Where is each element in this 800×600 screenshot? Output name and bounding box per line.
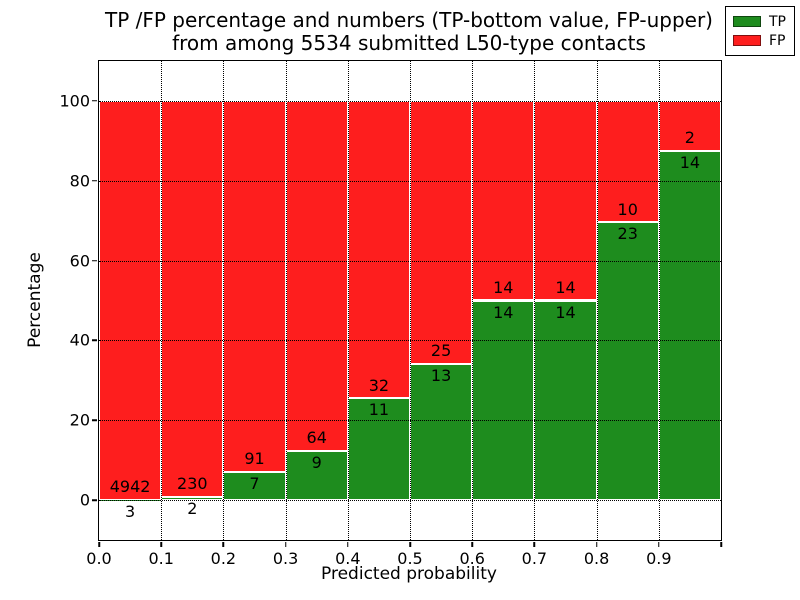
- x-tick-label: 0.9: [646, 549, 672, 568]
- y-tick-label: 0: [79, 490, 90, 510]
- gridline-vertical: [285, 61, 287, 540]
- fp-count-label: 14: [555, 278, 576, 298]
- x-axis-tick: [160, 542, 162, 547]
- bar-tp-segment: [596, 221, 659, 501]
- fp-count-label: 10: [617, 199, 638, 219]
- bar-fp-segment: [658, 100, 721, 151]
- y-axis-tick: [92, 339, 97, 342]
- y-tick-label: 40: [69, 330, 90, 350]
- y-tick-label: 60: [69, 251, 90, 271]
- y-axis-tick: [92, 100, 97, 102]
- bar-fp-segment: [347, 100, 410, 398]
- gridline-vertical: [534, 61, 536, 540]
- bar-fp-segment: [410, 100, 473, 364]
- fp-count-label: 2: [684, 128, 695, 148]
- legend-entry-fp: FP: [733, 31, 786, 50]
- y-axis-tick: [92, 259, 97, 262]
- fp-count-label: 230: [177, 474, 208, 494]
- tp-count-label: 14: [679, 152, 701, 172]
- bar-tp-segment: [347, 397, 410, 501]
- gridline-vertical: [596, 61, 598, 540]
- fp-count-label: 25: [430, 341, 452, 361]
- tp-count-label: 23: [617, 223, 638, 243]
- y-axis-tick: [92, 499, 97, 501]
- bar-fp-segment: [285, 100, 348, 451]
- x-axis-tick: [98, 542, 100, 547]
- tp-count-label: 14: [555, 302, 576, 322]
- x-axis-tick: [658, 542, 660, 547]
- plot-area: 4942 3 230 2 91 7 64 9 32 11 25 13 14 14 14 14 10 23 2 14 0 2…: [59, 60, 722, 568]
- fp-count-label: 64: [306, 428, 327, 448]
- legend-entry-tp: TP: [733, 12, 786, 31]
- fp-count-label: 32: [368, 375, 390, 395]
- x-tick-label: 0.7: [521, 549, 548, 568]
- bar-fp-segment: [596, 100, 659, 222]
- legend: TP FP: [725, 6, 795, 56]
- legend-swatch-fp-icon: [733, 35, 761, 46]
- gridline-vertical: [161, 61, 163, 540]
- bar-tp-segment: [472, 300, 535, 501]
- chart-title-line2: from among 5534 submitted L50-type conta…: [172, 30, 646, 55]
- x-axis-tick: [533, 542, 536, 547]
- y-axis-tick: [92, 180, 97, 182]
- x-tick-label: 0.1: [148, 549, 174, 568]
- x-axis-tick: [409, 542, 411, 547]
- x-axis-tick: [720, 542, 722, 547]
- x-axis-tick: [284, 542, 287, 547]
- x-axis-tick: [471, 542, 473, 547]
- x-tick-label: 0.6: [459, 549, 485, 568]
- chart-title-line1: TP /FP percentage and numbers (TP-bottom…: [105, 8, 713, 32]
- y-axis-label: Percentage: [25, 252, 45, 348]
- tp-count-label: 2: [187, 498, 198, 518]
- tp-count-label: 13: [430, 365, 452, 385]
- bar-tp-segment: [410, 363, 473, 501]
- gridline-vertical: [658, 61, 660, 540]
- gridline-vertical: [472, 61, 474, 540]
- fp-count-label: 91: [244, 449, 265, 469]
- bar-tp-segment: [658, 150, 721, 501]
- x-tick-label: 0.2: [210, 549, 237, 568]
- legend-label-tp: TP: [769, 13, 786, 30]
- x-axis-tick: [595, 542, 598, 547]
- x-axis-label: Predicted probability: [321, 564, 497, 584]
- tp-count-label: 14: [493, 302, 514, 322]
- x-tick-label: 0.3: [272, 549, 299, 568]
- gridline-vertical: [223, 61, 225, 540]
- x-axis-tick: [222, 542, 225, 547]
- bar-fp-segment: [534, 100, 597, 301]
- tp-count-label: 3: [125, 501, 136, 521]
- tp-count-label: 7: [249, 473, 260, 493]
- bar-tp-segment: [285, 450, 348, 501]
- bar-fp-segment: [223, 100, 286, 472]
- tp-count-label: 11: [368, 399, 390, 419]
- tp-count-label: 9: [311, 452, 322, 472]
- bar-fp-segment: [99, 100, 162, 500]
- x-tick-label: 0.8: [583, 549, 610, 568]
- bar-tp-segment: [223, 471, 286, 501]
- fp-count-label: 14: [493, 278, 514, 298]
- x-tick-label: 0.4: [335, 549, 361, 568]
- y-tick-label: 100: [59, 91, 90, 111]
- y-axis-tick: [92, 419, 97, 421]
- legend-label-fp: FP: [769, 32, 786, 49]
- x-tick-label: 0.0: [86, 549, 112, 568]
- fp-count-label: 4942: [109, 477, 151, 497]
- bar-tp-segment: [534, 300, 597, 501]
- bar-fp-segment: [161, 100, 224, 497]
- gridline-vertical: [347, 61, 349, 540]
- chart-title: TP /FP percentage and numbers (TP-bottom…: [98, 9, 720, 54]
- y-tick-label: 80: [69, 171, 90, 191]
- legend-swatch-tp-icon: [733, 16, 761, 27]
- x-axis-tick: [347, 542, 349, 547]
- gridline-vertical: [410, 61, 411, 540]
- y-tick-label: 20: [69, 410, 90, 430]
- bar-fp-segment: [472, 100, 535, 301]
- x-tick-label: 0.5: [397, 549, 423, 568]
